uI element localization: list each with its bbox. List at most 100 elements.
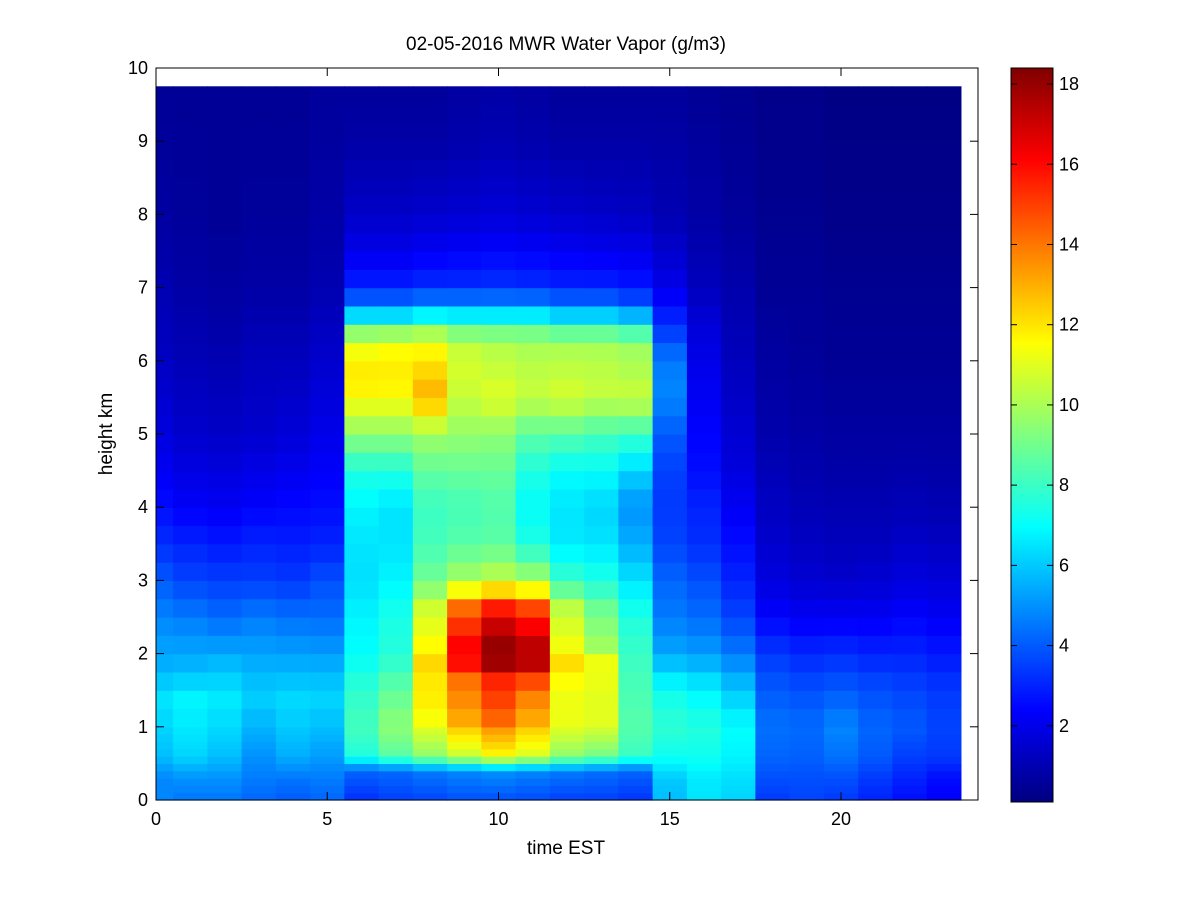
heatmap-cell (310, 617, 345, 636)
heatmap-cell (241, 342, 277, 362)
heatmap-cell (310, 748, 345, 757)
heatmap-cell (686, 525, 722, 545)
heatmap-cell (652, 580, 688, 600)
heatmap-cell (275, 232, 311, 252)
heatmap-cell (207, 488, 243, 508)
heatmap-cell (789, 232, 825, 252)
heatmap-cell (652, 741, 688, 750)
heatmap-cell (378, 177, 414, 197)
heatmap-cell (378, 525, 414, 545)
heatmap-cell (275, 360, 311, 380)
heatmap-cell (721, 741, 756, 750)
heatmap-cell (173, 177, 208, 197)
heatmap-cell (652, 598, 688, 618)
heatmap-cell (412, 580, 448, 600)
heatmap-cell (275, 397, 311, 417)
heatmap-cell (207, 379, 243, 398)
heatmap-cell (310, 397, 345, 417)
heatmap-cell (310, 507, 345, 527)
y-tick-label: 5 (138, 424, 148, 444)
heatmap-cell (721, 543, 756, 563)
heatmap-cell (892, 507, 928, 527)
heatmap-cell (310, 734, 345, 743)
heatmap-cell (173, 562, 208, 581)
heatmap-cell (481, 778, 517, 786)
heatmap-cell (310, 756, 345, 764)
heatmap-cell (344, 748, 380, 757)
heatmap-cell (755, 770, 791, 779)
heatmap-cell (686, 785, 722, 794)
heatmap-cell (926, 734, 962, 743)
heatmap-cell (156, 792, 174, 801)
heatmap-cell (412, 342, 448, 362)
heatmap-cell (275, 470, 311, 490)
heatmap-cell (310, 763, 345, 772)
heatmap-cell (823, 741, 859, 750)
heatmap-cell (344, 452, 380, 472)
heatmap-cell (156, 122, 174, 142)
heatmap-cell (344, 342, 380, 362)
heatmap-cell (275, 785, 311, 794)
heatmap-cell (584, 726, 619, 735)
heatmap-cell (755, 617, 791, 636)
heatmap-cell (823, 415, 859, 435)
heatmap-cell (652, 525, 688, 545)
heatmap-cell (447, 214, 482, 234)
heatmap-cell (481, 122, 517, 142)
heatmap-cell (789, 342, 825, 362)
heatmap-cell (858, 562, 893, 581)
heatmap-cell (618, 617, 654, 636)
heatmap-cell (892, 342, 928, 362)
heatmap-cell (310, 785, 345, 794)
heatmap-cell (755, 778, 791, 786)
heatmap-cell (344, 214, 380, 234)
heatmap-cell (275, 778, 311, 786)
heatmap-cell (275, 342, 311, 362)
heatmap-cell (618, 214, 654, 234)
heatmap-cell (755, 792, 791, 801)
heatmap-cell (549, 214, 585, 234)
heatmap-cell (721, 792, 756, 801)
heatmap-cell (584, 792, 619, 801)
heatmap-cell (481, 159, 517, 179)
heatmap-cell (686, 360, 722, 380)
heatmap-cell (447, 741, 482, 750)
heatmap-cell (926, 104, 962, 124)
heatmap-cell (549, 543, 585, 563)
heatmap-cell (515, 342, 551, 362)
heatmap-cell (618, 177, 654, 197)
heatmap-cell (481, 415, 517, 435)
heatmap-cell (892, 748, 928, 757)
heatmap-cell (447, 671, 482, 691)
heatmap-cell (549, 671, 585, 691)
heatmap-cell (686, 251, 722, 270)
heatmap-cell (549, 598, 585, 618)
heatmap-cell (755, 287, 791, 307)
heatmap-cell (447, 748, 482, 757)
heatmap-cell (549, 177, 585, 197)
heatmap-cell (515, 580, 551, 600)
heatmap-cell (721, 488, 756, 508)
heatmap-cell (721, 141, 756, 161)
heatmap-cell (823, 770, 859, 779)
heatmap-cell (618, 690, 654, 710)
heatmap-cell (823, 232, 859, 252)
heatmap-cell (549, 580, 585, 600)
heatmap-cell (652, 177, 688, 197)
heatmap-cell (378, 671, 414, 691)
heatmap-cell (549, 232, 585, 252)
heatmap-cell (207, 342, 243, 362)
heatmap-cell (926, 708, 962, 728)
heatmap-cell (310, 379, 345, 398)
heatmap-cell (447, 708, 482, 728)
heatmap-cell (173, 470, 208, 490)
chart-title: 02-05-2016 MWR Water Vapor (g/m3) (406, 34, 726, 55)
heatmap-cell (686, 770, 722, 779)
heatmap-cell (378, 434, 414, 453)
heatmap-cell (173, 726, 208, 735)
heatmap-cell (549, 122, 585, 142)
heatmap-cell (447, 177, 482, 197)
heatmap-cell (823, 708, 859, 728)
heatmap-cell (823, 324, 859, 344)
heatmap-cell (275, 159, 311, 179)
